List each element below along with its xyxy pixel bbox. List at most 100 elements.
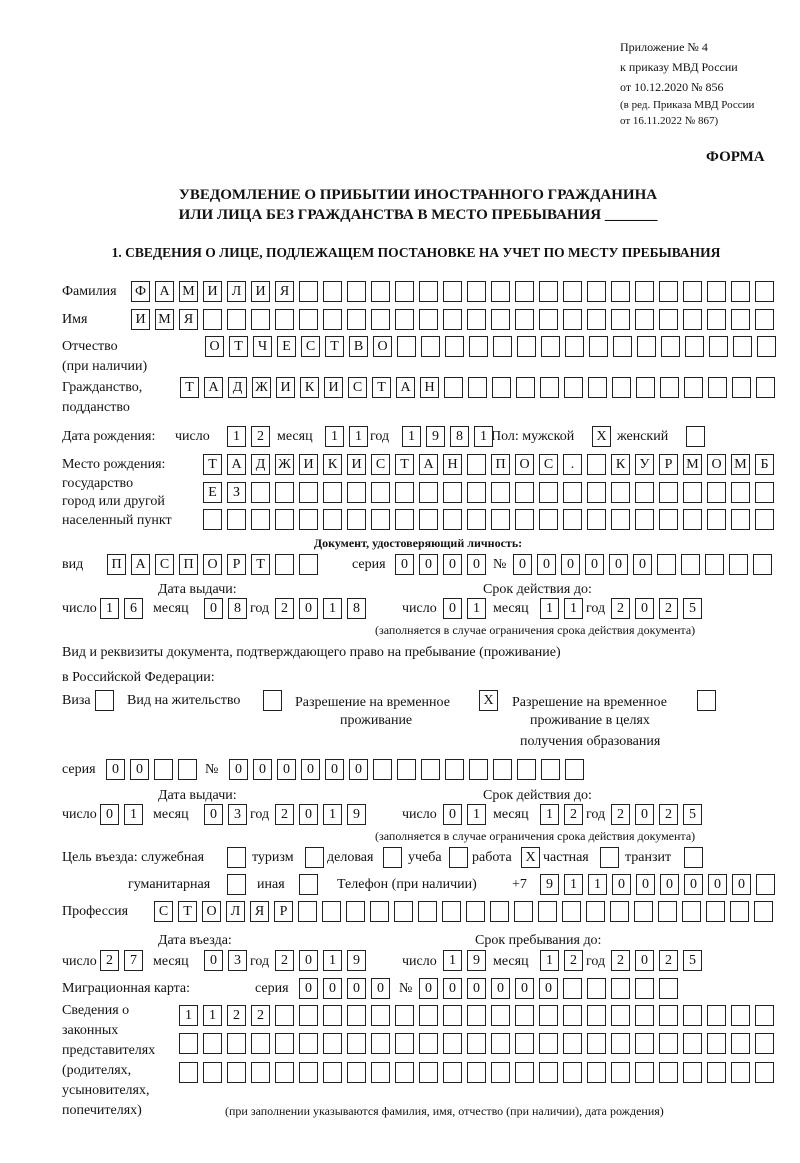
profession-cell[interactable] <box>610 901 629 922</box>
profession-cell[interactable] <box>322 901 341 922</box>
profession-cell[interactable]: Р <box>274 901 293 922</box>
citizenship-cell[interactable]: А <box>396 377 415 398</box>
rep-1-cell[interactable]: 2 <box>251 1005 270 1026</box>
rep-1-cell[interactable]: 1 <box>203 1005 222 1026</box>
res-valid-day-cell[interactable]: 1 <box>467 804 486 825</box>
doc-series-cell[interactable]: 0 <box>443 554 462 575</box>
birth-place-2-cell[interactable] <box>491 482 510 503</box>
doc-kind-cell[interactable]: Р <box>227 554 246 575</box>
birth-place-1-cell[interactable]: . <box>563 454 582 475</box>
rep-2-cell[interactable] <box>683 1033 702 1054</box>
patronymic-cell[interactable] <box>733 336 752 357</box>
birth-place-3-cell[interactable] <box>683 509 702 530</box>
res-issue-year-cell[interactable]: 0 <box>299 804 318 825</box>
entry-year-cell[interactable]: 1 <box>323 950 342 971</box>
birth-place-2-cell[interactable] <box>251 482 270 503</box>
birth-place-2-cell[interactable]: Е <box>203 482 222 503</box>
patronymic-cell[interactable] <box>637 336 656 357</box>
rep-3-cell[interactable] <box>275 1062 294 1083</box>
patronymic-cell[interactable] <box>565 336 584 357</box>
rep-1-cell[interactable] <box>731 1005 750 1026</box>
doc-kind-cell[interactable] <box>275 554 294 575</box>
surname-cell[interactable] <box>515 281 534 302</box>
doc-series-cell[interactable]: 0 <box>467 554 486 575</box>
rep-1-cell[interactable] <box>635 1005 654 1026</box>
temp-residence-edu-checkbox[interactable] <box>697 690 716 711</box>
rep-1-cell[interactable] <box>443 1005 462 1026</box>
birth-place-2-cell[interactable] <box>611 482 630 503</box>
surname-cell[interactable] <box>755 281 774 302</box>
citizenship-cell[interactable]: С <box>348 377 367 398</box>
birth-place-3-cell[interactable] <box>611 509 630 530</box>
birth-place-3-cell[interactable] <box>707 509 726 530</box>
patronymic-cell[interactable] <box>685 336 704 357</box>
res-series-cell[interactable] <box>178 759 197 780</box>
patronymic-cell[interactable] <box>589 336 608 357</box>
purpose-transit-checkbox[interactable] <box>684 847 703 868</box>
rep-1-cell[interactable] <box>395 1005 414 1026</box>
name-cell[interactable] <box>587 309 606 330</box>
surname-cell[interactable] <box>371 281 390 302</box>
phone-cell[interactable]: 0 <box>732 874 751 895</box>
phone-cell[interactable]: 0 <box>708 874 727 895</box>
rep-2-cell[interactable] <box>611 1033 630 1054</box>
doc-valid-day-cell[interactable]: 1 <box>467 598 486 619</box>
entry-year-cell[interactable]: 0 <box>299 950 318 971</box>
birth-place-3-cell[interactable] <box>587 509 606 530</box>
purpose-other-checkbox[interactable] <box>299 874 318 895</box>
entry-day-cell[interactable]: 2 <box>100 950 119 971</box>
name-cell[interactable] <box>659 309 678 330</box>
patronymic-cell[interactable] <box>661 336 680 357</box>
patronymic-cell[interactable] <box>709 336 728 357</box>
res-valid-year-cell[interactable]: 2 <box>659 804 678 825</box>
rep-3-cell[interactable] <box>203 1062 222 1083</box>
rep-1-cell[interactable] <box>539 1005 558 1026</box>
doc-kind-cell[interactable]: С <box>155 554 174 575</box>
citizenship-cell[interactable] <box>468 377 487 398</box>
profession-cell[interactable] <box>706 901 725 922</box>
res-number-cell[interactable] <box>541 759 560 780</box>
res-issue-year-cell[interactable]: 1 <box>323 804 342 825</box>
phone-cell[interactable]: 9 <box>540 874 559 895</box>
purpose-business-checkbox[interactable] <box>383 847 402 868</box>
rep-1-cell[interactable] <box>683 1005 702 1026</box>
mig-number-cell[interactable]: 0 <box>539 978 558 999</box>
doc-issue-year-cell[interactable]: 8 <box>347 598 366 619</box>
birth-place-1-cell[interactable]: Н <box>443 454 462 475</box>
purpose-study-checkbox[interactable] <box>449 847 468 868</box>
birth-place-1-cell[interactable]: А <box>227 454 246 475</box>
profession-cell[interactable] <box>346 901 365 922</box>
name-cell[interactable] <box>563 309 582 330</box>
surname-cell[interactable] <box>563 281 582 302</box>
residence-permit-checkbox[interactable] <box>263 690 282 711</box>
birth-place-2-cell[interactable] <box>707 482 726 503</box>
rep-2-cell[interactable] <box>179 1033 198 1054</box>
doc-valid-year-cell[interactable]: 2 <box>611 598 630 619</box>
name-cell[interactable] <box>683 309 702 330</box>
rep-1-cell[interactable] <box>371 1005 390 1026</box>
birth-place-3-cell[interactable] <box>467 509 486 530</box>
phone-cell[interactable]: 1 <box>588 874 607 895</box>
citizenship-cell[interactable] <box>540 377 559 398</box>
stay-month-cell[interactable]: 2 <box>564 950 583 971</box>
birth-place-3-cell[interactable] <box>251 509 270 530</box>
name-cell[interactable] <box>515 309 534 330</box>
name-cell[interactable] <box>419 309 438 330</box>
rep-1-cell[interactable] <box>563 1005 582 1026</box>
rep-3-cell[interactable] <box>419 1062 438 1083</box>
birth-place-2-cell[interactable] <box>683 482 702 503</box>
surname-cell[interactable] <box>299 281 318 302</box>
surname-cell[interactable]: Ф <box>131 281 150 302</box>
profession-cell[interactable] <box>682 901 701 922</box>
citizenship-cell[interactable] <box>516 377 535 398</box>
doc-valid-month-cell[interactable]: 1 <box>540 598 559 619</box>
surname-cell[interactable]: Л <box>227 281 246 302</box>
rep-1-cell[interactable] <box>299 1005 318 1026</box>
birth-place-1-cell[interactable]: Т <box>395 454 414 475</box>
rep-3-cell[interactable] <box>467 1062 486 1083</box>
profession-cell[interactable]: О <box>202 901 221 922</box>
res-issue-day-cell[interactable]: 0 <box>100 804 119 825</box>
birth-place-1-cell[interactable]: Б <box>755 454 774 475</box>
patronymic-cell[interactable]: О <box>373 336 392 357</box>
doc-number-cell[interactable] <box>705 554 724 575</box>
